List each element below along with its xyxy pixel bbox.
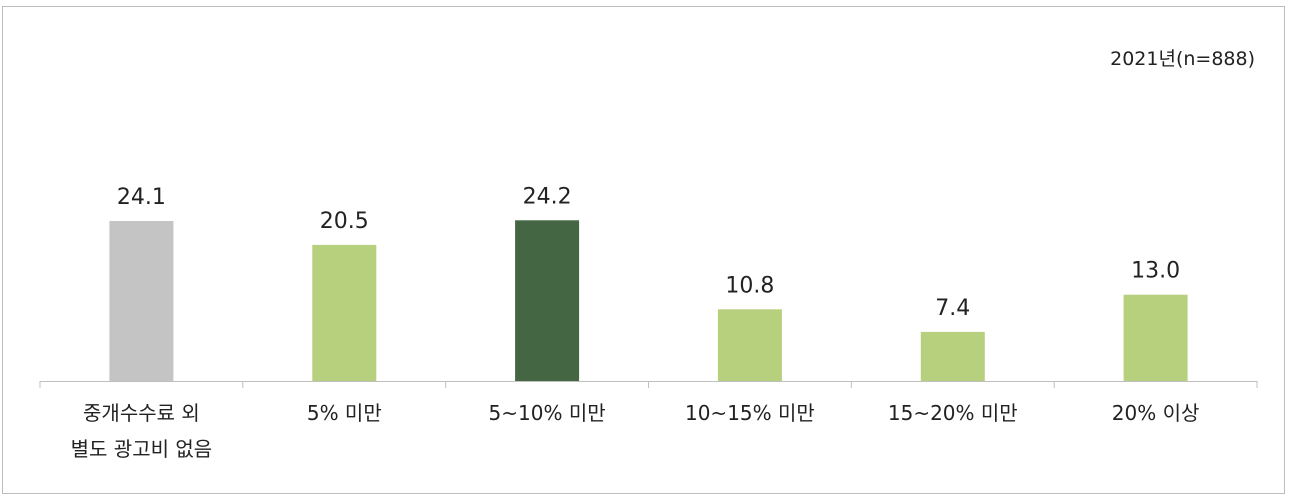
category-label-1: 5% 미만 bbox=[307, 401, 382, 425]
value-label-5: 13.0 bbox=[1131, 259, 1180, 284]
bar-5 bbox=[1123, 294, 1188, 381]
category-label-4: 15~20% 미만 bbox=[888, 401, 1018, 425]
bar-2 bbox=[515, 220, 580, 381]
bar-4 bbox=[920, 331, 985, 381]
value-label-3: 10.8 bbox=[725, 273, 774, 298]
value-label-1: 20.5 bbox=[320, 209, 369, 234]
category-label-2: 5~10% 미만 bbox=[489, 401, 606, 425]
chart-frame bbox=[2, 6, 1285, 494]
value-label-2: 24.2 bbox=[523, 184, 572, 209]
value-label-4: 7.4 bbox=[935, 296, 970, 321]
bar-1 bbox=[312, 244, 377, 381]
category-label-0-1: 별도 광고비 없음 bbox=[71, 437, 213, 461]
sample-note: 2021년(n=888) bbox=[1110, 48, 1255, 70]
category-label-3: 10~15% 미만 bbox=[685, 401, 815, 425]
value-label-0: 24.1 bbox=[117, 185, 166, 210]
bar-3 bbox=[717, 309, 782, 381]
bar-0 bbox=[109, 221, 174, 381]
category-label-0-0: 중개수수료 외 bbox=[83, 401, 200, 425]
category-label-5: 20% 이상 bbox=[1112, 401, 1200, 425]
